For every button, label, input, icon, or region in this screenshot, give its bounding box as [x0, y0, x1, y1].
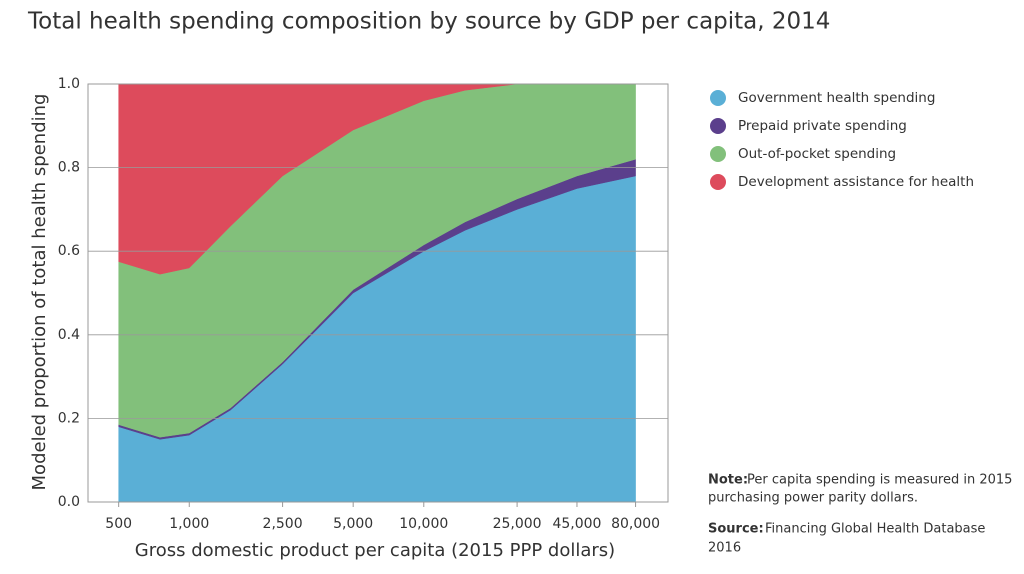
x-tick-label: 80,000 — [611, 516, 660, 532]
chart-title: Total health spending composition by sou… — [27, 9, 830, 35]
legend-swatch — [710, 146, 726, 162]
legend-label: Development assistance for health — [738, 174, 974, 190]
x-tick-label: 5,000 — [333, 516, 373, 532]
source-label: Source: — [708, 522, 764, 537]
note-label: Note: — [708, 473, 748, 488]
note-text: purchasing power parity dollars. — [708, 491, 918, 506]
y-tick-label: 0.4 — [58, 327, 80, 343]
x-tick-label: 500 — [105, 516, 132, 532]
x-axis-label: Gross domestic product per capita (2015 … — [135, 540, 615, 561]
y-axis-label: Modeled proportion of total health spend… — [29, 94, 50, 491]
legend-label: Out-of-pocket spending — [738, 146, 896, 162]
y-tick-label: 0.8 — [58, 160, 80, 176]
x-tick-label: 25,000 — [493, 516, 542, 532]
note-text: Per capita spending is measured in 2015 — [747, 473, 1012, 488]
x-tick-label: 45,000 — [552, 516, 601, 532]
x-tick-label: 10,000 — [399, 516, 448, 532]
y-tick-label: 0.0 — [58, 494, 80, 510]
source-text: Financing Global Health Database — [765, 522, 985, 537]
x-tick-label: 2,500 — [263, 516, 303, 532]
source-text: 2016 — [708, 541, 741, 556]
x-tick-label: 1,000 — [169, 516, 209, 532]
y-tick-label: 1.0 — [58, 76, 80, 92]
y-tick-label: 0.2 — [58, 410, 80, 426]
legend-swatch — [710, 118, 726, 134]
legend-label: Government health spending — [738, 90, 935, 106]
y-tick-label: 0.6 — [58, 243, 80, 259]
legend-swatch — [710, 174, 726, 190]
legend-swatch — [710, 90, 726, 106]
legend-label: Prepaid private spending — [738, 118, 907, 134]
